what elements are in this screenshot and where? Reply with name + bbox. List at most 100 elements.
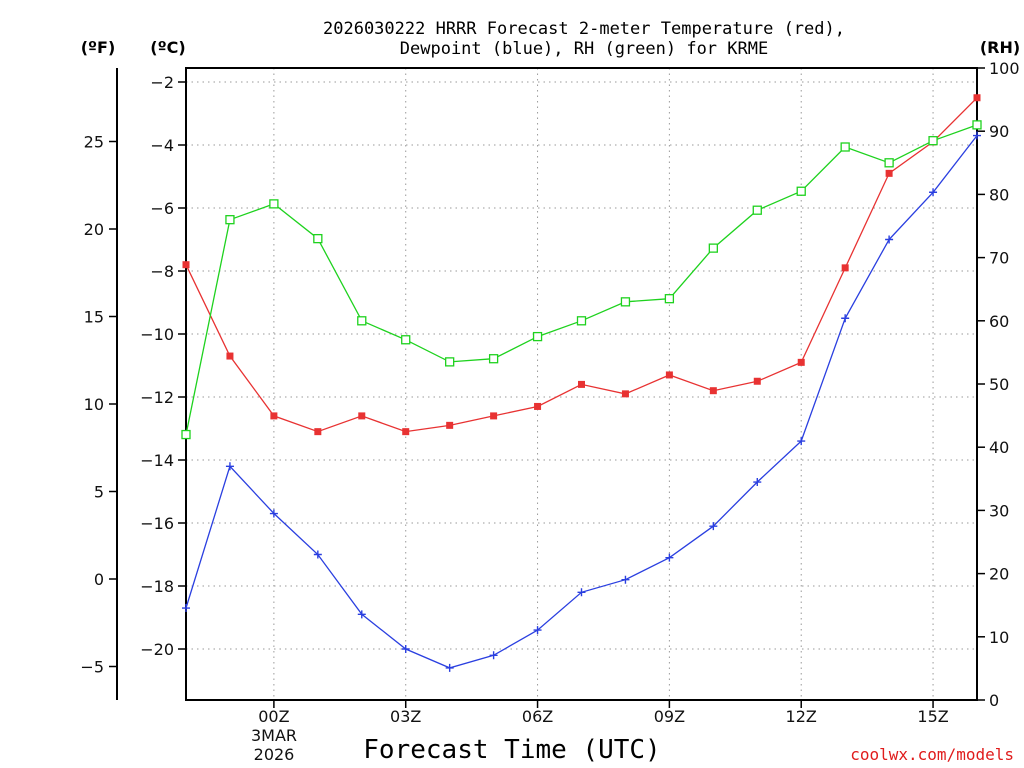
rh-unit-label: (RH) [980,38,1020,57]
rh-point [664,294,675,304]
temperature-point [534,402,542,410]
celsius-axis: −2 −4 −6 −8 −10 −12 −14 −16 −18 −20 [140,73,186,659]
temperature-point [270,412,278,420]
celsius-tick-label: −10 [140,325,174,344]
rh-tick-label: 10 [989,628,1009,647]
rh-point [972,120,982,130]
dewpoint-point [665,553,674,562]
dewpoint-point [182,604,190,613]
rh-series [181,120,982,440]
dewpoint-point [797,437,806,446]
temperature-point [358,412,366,420]
time-axis: 00Z 03Z 06Z 09Z 12Z 15Z [258,700,949,726]
x-axis-label: Forecast Time (UTC) [363,735,660,765]
temperature-point [446,421,454,429]
temperature-point [314,428,322,436]
fahrenheit-axis: 25 20 15 10 5 0 −5 [80,133,117,677]
rh-tick-label: 90 [989,122,1009,141]
fahrenheit-tick-label: 20 [84,220,104,239]
celsius-tick-label: −18 [140,577,174,596]
dewpoint-point [885,235,894,244]
rh-tick-label: 70 [989,249,1009,268]
rh-line [185,124,978,435]
rh-point [357,316,367,326]
rh-point [225,215,235,225]
rh-point [884,158,894,168]
dewpoint-point [401,645,410,653]
source-credit[interactable]: coolwx.com/models [850,745,1014,764]
rh-point [445,357,455,367]
date-label-year: 2026 [254,745,295,764]
rh-point [269,199,279,209]
dewpoint-point [269,509,278,518]
celsius-tick-label: −20 [140,640,174,659]
rh-tick-label: 0 [989,691,999,710]
rh-axis: 0 10 20 30 40 50 60 70 80 90 100 [977,59,1020,710]
fahrenheit-tick-label: −5 [80,658,104,677]
fahrenheit-tick-label: 5 [94,483,104,502]
dewpoint-point [533,626,542,635]
dewpoint-point [841,314,850,323]
dewpoint-point [225,462,234,471]
temperature-point [490,412,498,420]
celsius-tick-label: −4 [150,136,174,155]
rh-point [313,233,323,244]
time-tick-label: 09Z [654,707,685,726]
chart-title-line-2: Dewpoint (blue), RH (green) for KRME [400,39,768,59]
dewpoint-point [621,575,630,584]
temperature-point [841,264,849,272]
celsius-tick-label: −2 [150,73,174,92]
series-layer [181,94,982,672]
rh-point [488,354,499,364]
time-tick-label: 15Z [917,707,948,726]
rh-tick-label: 20 [989,565,1009,584]
grid-lines [186,68,977,700]
fahrenheit-tick-label: 15 [84,308,104,327]
temperature-point [709,387,717,395]
temperature-point [182,261,190,269]
rh-point [752,205,762,215]
dewpoint-point [489,651,498,660]
rh-tick-label: 50 [989,375,1009,394]
rh-point [620,297,631,307]
temperature-point [226,352,234,360]
temperature-point [665,371,673,379]
dewpoint-point [709,522,718,531]
rh-point [796,186,806,196]
celsius-tick-label: −16 [140,514,174,533]
dewpoint-point [973,131,981,140]
fahrenheit-tick-label: 0 [94,570,104,589]
fahrenheit-unit-label: (ºF) [81,38,116,57]
rh-tick-label: 40 [989,438,1009,457]
rh-tick-label: 100 [989,59,1020,78]
celsius-unit-label: (ºC) [150,38,185,57]
rh-point [181,429,191,440]
temperature-point [797,358,805,366]
temperature-point [621,390,629,398]
temperature-point [753,377,761,385]
dewpoint-point [929,188,938,197]
celsius-tick-label: −12 [140,388,174,407]
dewpoint-point [577,588,586,597]
rh-point [401,335,411,345]
time-tick-label: 12Z [786,707,817,726]
chart-title-line-1: 2026030222 HRRR Forecast 2-meter Tempera… [323,19,845,39]
date-label-month: 3MAR [251,726,297,745]
time-tick-label: 00Z [258,707,289,726]
rh-point [928,136,938,146]
rh-point [532,331,543,342]
temperature-point [973,94,981,102]
dewpoint-point [753,478,762,487]
rh-point [840,142,850,152]
dewpoint-series [182,131,981,672]
rh-tick-label: 80 [989,185,1009,204]
rh-tick-label: 60 [989,312,1009,331]
rh-point [576,316,587,326]
temperature-point [885,169,893,177]
temperature-point [578,380,585,388]
rh-point [708,243,718,253]
celsius-tick-label: −14 [140,451,174,470]
dewpoint-point [357,610,366,619]
celsius-tick-label: −6 [150,199,174,218]
